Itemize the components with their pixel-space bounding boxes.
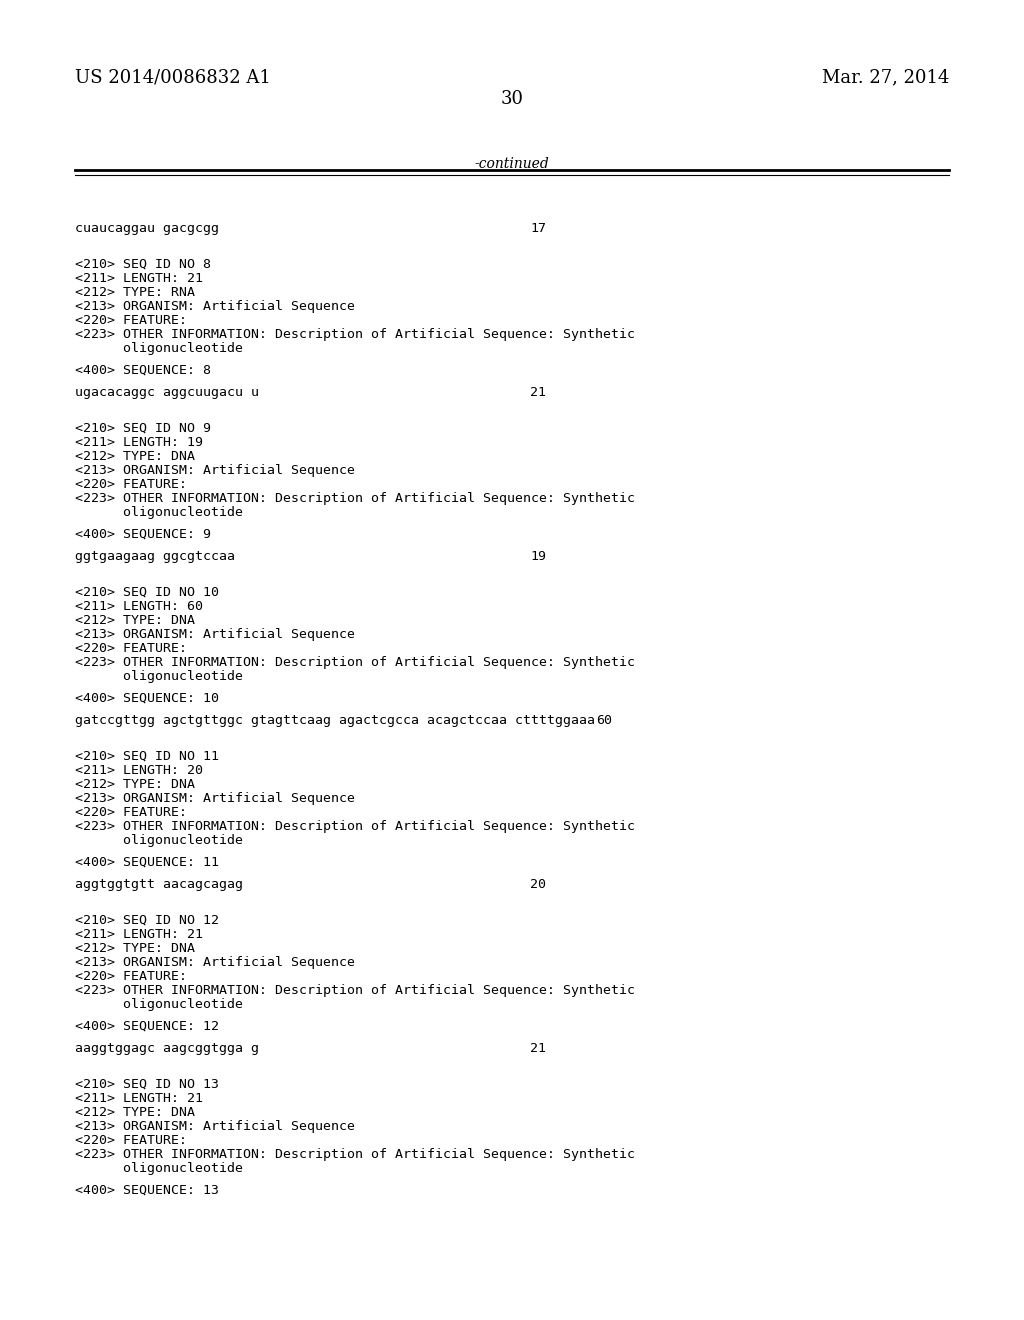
Text: ugacacaggc aggcuugacu u: ugacacaggc aggcuugacu u — [75, 385, 259, 399]
Text: 60: 60 — [596, 714, 612, 727]
Text: <213> ORGANISM: Artificial Sequence: <213> ORGANISM: Artificial Sequence — [75, 956, 355, 969]
Text: <212> TYPE: DNA: <212> TYPE: DNA — [75, 450, 195, 463]
Text: <220> FEATURE:: <220> FEATURE: — [75, 478, 187, 491]
Text: <211> LENGTH: 19: <211> LENGTH: 19 — [75, 436, 203, 449]
Text: 19: 19 — [530, 550, 546, 564]
Text: <220> FEATURE:: <220> FEATURE: — [75, 1134, 187, 1147]
Text: <211> LENGTH: 21: <211> LENGTH: 21 — [75, 272, 203, 285]
Text: oligonucleotide: oligonucleotide — [75, 1162, 243, 1175]
Text: <220> FEATURE:: <220> FEATURE: — [75, 970, 187, 983]
Text: <213> ORGANISM: Artificial Sequence: <213> ORGANISM: Artificial Sequence — [75, 628, 355, 642]
Text: 30: 30 — [501, 90, 523, 108]
Text: <220> FEATURE:: <220> FEATURE: — [75, 807, 187, 818]
Text: 17: 17 — [530, 222, 546, 235]
Text: <223> OTHER INFORMATION: Description of Artificial Sequence: Synthetic: <223> OTHER INFORMATION: Description of … — [75, 656, 635, 669]
Text: ggtgaagaag ggcgtccaa: ggtgaagaag ggcgtccaa — [75, 550, 234, 564]
Text: <400> SEQUENCE: 8: <400> SEQUENCE: 8 — [75, 364, 211, 378]
Text: <212> TYPE: RNA: <212> TYPE: RNA — [75, 286, 195, 300]
Text: <213> ORGANISM: Artificial Sequence: <213> ORGANISM: Artificial Sequence — [75, 300, 355, 313]
Text: <400> SEQUENCE: 10: <400> SEQUENCE: 10 — [75, 692, 219, 705]
Text: <223> OTHER INFORMATION: Description of Artificial Sequence: Synthetic: <223> OTHER INFORMATION: Description of … — [75, 820, 635, 833]
Text: <212> TYPE: DNA: <212> TYPE: DNA — [75, 614, 195, 627]
Text: oligonucleotide: oligonucleotide — [75, 998, 243, 1011]
Text: <400> SEQUENCE: 9: <400> SEQUENCE: 9 — [75, 528, 211, 541]
Text: <213> ORGANISM: Artificial Sequence: <213> ORGANISM: Artificial Sequence — [75, 1119, 355, 1133]
Text: <210> SEQ ID NO 11: <210> SEQ ID NO 11 — [75, 750, 219, 763]
Text: -continued: -continued — [475, 157, 549, 172]
Text: <223> OTHER INFORMATION: Description of Artificial Sequence: Synthetic: <223> OTHER INFORMATION: Description of … — [75, 492, 635, 506]
Text: 20: 20 — [530, 878, 546, 891]
Text: <211> LENGTH: 20: <211> LENGTH: 20 — [75, 764, 203, 777]
Text: cuaucaggau gacgcgg: cuaucaggau gacgcgg — [75, 222, 219, 235]
Text: <220> FEATURE:: <220> FEATURE: — [75, 642, 187, 655]
Text: US 2014/0086832 A1: US 2014/0086832 A1 — [75, 69, 271, 86]
Text: 21: 21 — [530, 385, 546, 399]
Text: <212> TYPE: DNA: <212> TYPE: DNA — [75, 777, 195, 791]
Text: Mar. 27, 2014: Mar. 27, 2014 — [821, 69, 949, 86]
Text: <213> ORGANISM: Artificial Sequence: <213> ORGANISM: Artificial Sequence — [75, 465, 355, 477]
Text: <220> FEATURE:: <220> FEATURE: — [75, 314, 187, 327]
Text: <223> OTHER INFORMATION: Description of Artificial Sequence: Synthetic: <223> OTHER INFORMATION: Description of … — [75, 1148, 635, 1162]
Text: aaggtggagc aagcggtgga g: aaggtggagc aagcggtgga g — [75, 1041, 259, 1055]
Text: <212> TYPE: DNA: <212> TYPE: DNA — [75, 1106, 195, 1119]
Text: <210> SEQ ID NO 8: <210> SEQ ID NO 8 — [75, 257, 211, 271]
Text: <210> SEQ ID NO 13: <210> SEQ ID NO 13 — [75, 1078, 219, 1092]
Text: <210> SEQ ID NO 10: <210> SEQ ID NO 10 — [75, 586, 219, 599]
Text: <210> SEQ ID NO 9: <210> SEQ ID NO 9 — [75, 422, 211, 436]
Text: 21: 21 — [530, 1041, 546, 1055]
Text: oligonucleotide: oligonucleotide — [75, 671, 243, 682]
Text: gatccgttgg agctgttggc gtagttcaag agactcgcca acagctccaa cttttggaaa: gatccgttgg agctgttggc gtagttcaag agactcg… — [75, 714, 595, 727]
Text: <211> LENGTH: 21: <211> LENGTH: 21 — [75, 1092, 203, 1105]
Text: <212> TYPE: DNA: <212> TYPE: DNA — [75, 942, 195, 954]
Text: <400> SEQUENCE: 13: <400> SEQUENCE: 13 — [75, 1184, 219, 1197]
Text: <223> OTHER INFORMATION: Description of Artificial Sequence: Synthetic: <223> OTHER INFORMATION: Description of … — [75, 983, 635, 997]
Text: oligonucleotide: oligonucleotide — [75, 342, 243, 355]
Text: oligonucleotide: oligonucleotide — [75, 834, 243, 847]
Text: <211> LENGTH: 60: <211> LENGTH: 60 — [75, 601, 203, 612]
Text: <400> SEQUENCE: 11: <400> SEQUENCE: 11 — [75, 855, 219, 869]
Text: oligonucleotide: oligonucleotide — [75, 506, 243, 519]
Text: <223> OTHER INFORMATION: Description of Artificial Sequence: Synthetic: <223> OTHER INFORMATION: Description of … — [75, 327, 635, 341]
Text: <400> SEQUENCE: 12: <400> SEQUENCE: 12 — [75, 1020, 219, 1034]
Text: <210> SEQ ID NO 12: <210> SEQ ID NO 12 — [75, 913, 219, 927]
Text: <213> ORGANISM: Artificial Sequence: <213> ORGANISM: Artificial Sequence — [75, 792, 355, 805]
Text: aggtggtgtt aacagcagag: aggtggtgtt aacagcagag — [75, 878, 243, 891]
Text: <211> LENGTH: 21: <211> LENGTH: 21 — [75, 928, 203, 941]
